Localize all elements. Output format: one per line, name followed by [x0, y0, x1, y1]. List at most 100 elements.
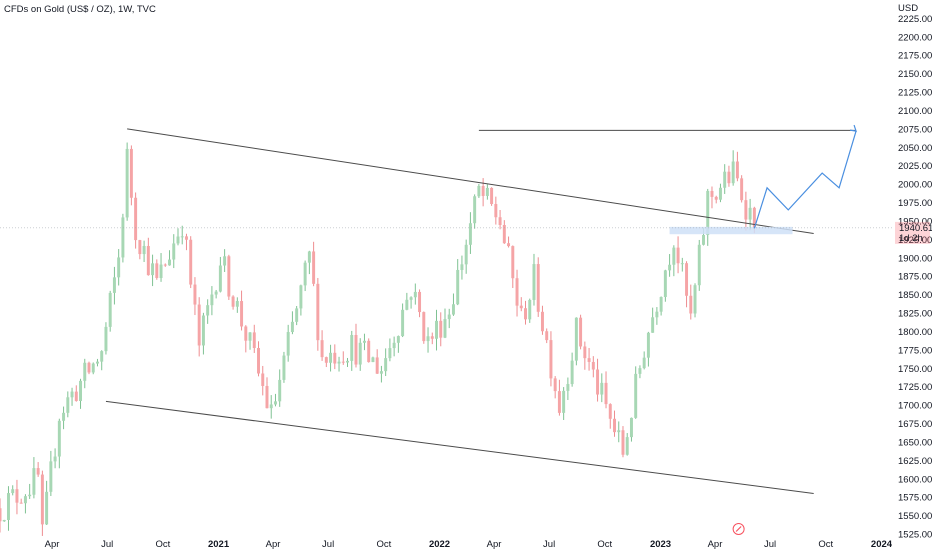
candle-up: [600, 382, 604, 395]
candle-up: [83, 362, 87, 381]
candle-down: [583, 346, 587, 359]
candle-down: [129, 148, 133, 198]
y-tick-label: 2225.00: [898, 14, 932, 25]
candle-down: [261, 373, 265, 386]
candle-down: [87, 362, 91, 373]
candle-down: [579, 317, 583, 347]
candle-up: [401, 309, 405, 337]
y-tick-label: 2025.00: [898, 161, 932, 172]
candle-down: [265, 385, 269, 409]
price-axis-currency: USD: [898, 3, 918, 14]
candle-up: [23, 496, 27, 504]
candle-down: [587, 358, 591, 362]
candle-up: [456, 269, 460, 305]
x-tick-label: Oct: [597, 539, 612, 550]
candle-up: [392, 342, 396, 349]
candle-up: [566, 384, 570, 391]
last-price-label: 1940.61: [899, 223, 932, 234]
candle-down: [163, 264, 167, 266]
candle-down: [15, 489, 19, 503]
candle-down: [316, 283, 320, 341]
y-tick-label: 1750.00: [898, 364, 932, 375]
candle-up: [282, 355, 286, 380]
candle-up: [350, 334, 354, 361]
candle-down: [193, 284, 197, 305]
candle-up: [460, 264, 464, 270]
y-tick-label: 2075.00: [898, 124, 932, 135]
candle-down: [231, 296, 235, 307]
candle-up: [532, 264, 536, 300]
y-tick-label: 1975.00: [898, 198, 932, 209]
candle-down: [596, 369, 600, 395]
x-tick-label: 2022: [429, 539, 450, 550]
candle-down: [146, 245, 150, 276]
candle-down: [19, 502, 23, 504]
y-tick-label: 1775.00: [898, 345, 932, 356]
candle-up: [57, 420, 61, 457]
x-tick-label: Oct: [818, 539, 833, 550]
candle-up: [104, 326, 108, 352]
candle-up: [718, 187, 722, 200]
candle-up: [371, 357, 375, 363]
candle-down: [710, 190, 714, 197]
candle-down: [227, 256, 231, 297]
candle-down: [685, 263, 689, 296]
candle-up: [218, 265, 222, 292]
candle-down: [490, 187, 494, 205]
candle-down: [257, 348, 260, 374]
candle-up: [651, 317, 655, 333]
candle-up: [638, 368, 642, 374]
candle-up: [464, 244, 468, 265]
candle-up: [273, 401, 277, 405]
candle-down: [240, 301, 244, 327]
candle-up: [214, 291, 218, 295]
candle-up: [159, 264, 163, 278]
candle-down: [430, 336, 434, 339]
chart-title: CFDs on Gold (US$ / OZ), 1W, TVC: [4, 4, 156, 15]
candle-up: [91, 363, 95, 373]
x-tick-label: Oct: [376, 539, 391, 550]
candle-up: [49, 461, 53, 492]
x-tick-label: Apr: [266, 539, 281, 550]
candle-up: [286, 332, 290, 356]
candle-up: [451, 304, 455, 315]
candle-up: [235, 301, 239, 307]
candle-down: [138, 240, 142, 255]
candle-down: [524, 308, 527, 320]
candle-up: [117, 257, 121, 278]
candle-up: [168, 259, 172, 266]
candle-up: [570, 360, 574, 385]
candle-up: [95, 361, 99, 364]
candle-down: [740, 178, 744, 201]
x-tick-label: Oct: [155, 539, 170, 550]
candle-down: [324, 357, 328, 363]
candle-down: [735, 161, 739, 179]
candle-up: [625, 437, 629, 455]
y-tick-label: 1900.00: [898, 253, 932, 264]
candle-up: [66, 397, 70, 413]
candle-up: [6, 493, 10, 520]
candle-up: [473, 196, 477, 224]
countdown-label: 1d 2h: [899, 233, 923, 244]
x-tick-label: Apr: [487, 539, 502, 550]
y-tick-label: 1650.00: [898, 437, 932, 448]
candle-down: [333, 352, 337, 364]
candle-up: [278, 379, 282, 402]
candle-up: [100, 351, 104, 362]
candle-down: [676, 247, 680, 264]
candle-up: [151, 263, 155, 276]
candle-up: [62, 412, 66, 421]
candle-up: [409, 297, 413, 300]
candle-up: [295, 308, 299, 322]
candle-up: [142, 245, 146, 255]
candle-up: [269, 404, 273, 409]
candle-up: [528, 299, 532, 320]
candle-down: [515, 278, 519, 306]
last-price-label-bg: [895, 221, 930, 244]
candle-up: [426, 336, 430, 342]
y-tick-label: 1575.00: [898, 493, 932, 504]
candle-up: [680, 263, 684, 265]
y-tick-label: 2050.00: [898, 143, 932, 154]
